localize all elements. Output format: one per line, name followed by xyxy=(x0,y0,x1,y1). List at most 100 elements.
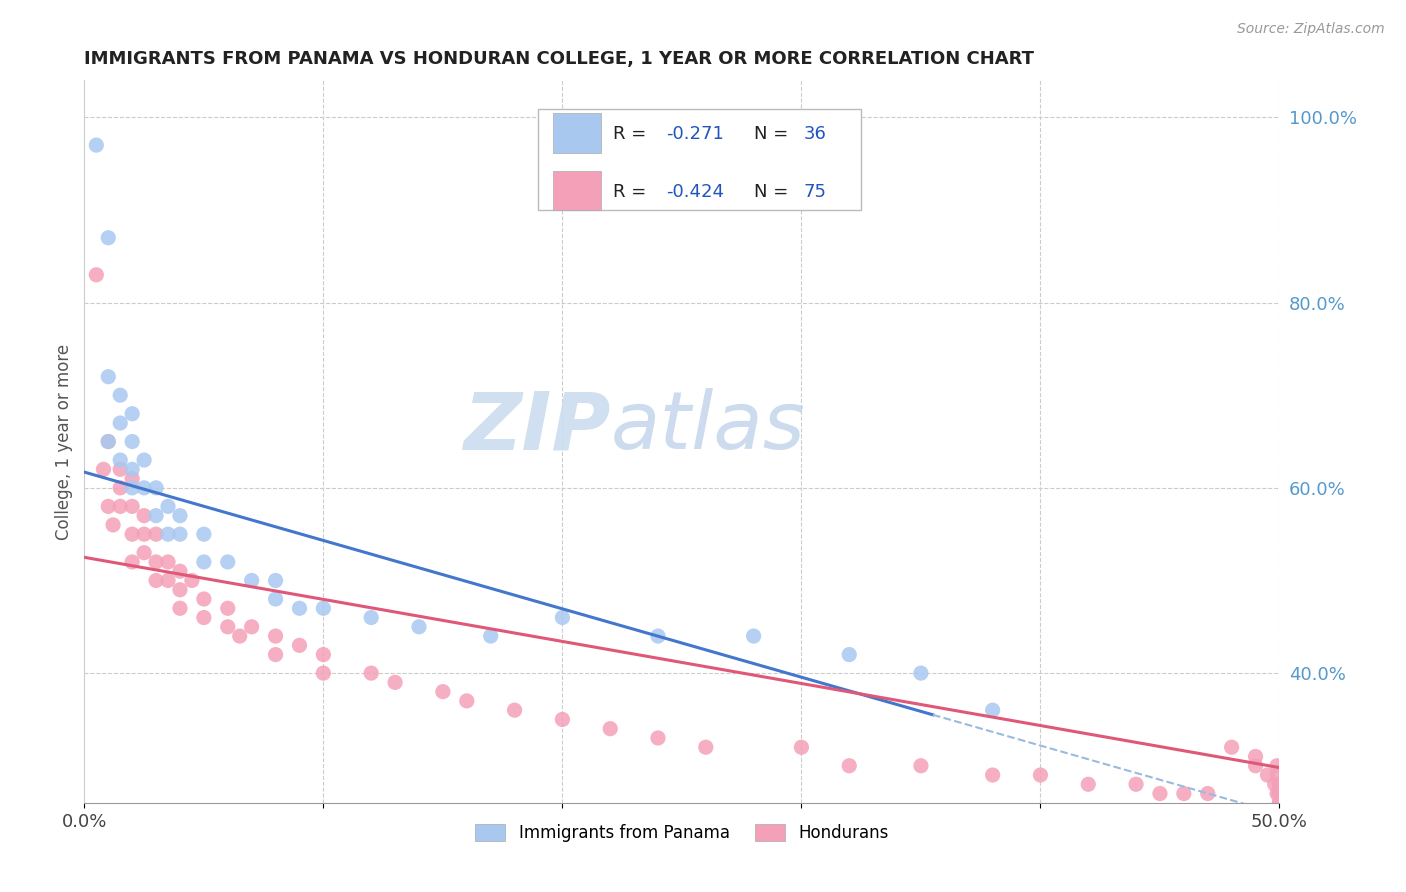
Point xyxy=(121,527,143,541)
Point xyxy=(264,648,287,662)
Point xyxy=(1264,777,1286,791)
Point xyxy=(1244,758,1267,772)
Point xyxy=(121,462,143,476)
Point xyxy=(264,574,287,588)
Point xyxy=(145,508,167,523)
Text: ZIP: ZIP xyxy=(463,388,610,467)
Text: N =: N = xyxy=(754,126,793,144)
Point xyxy=(312,648,335,662)
Point xyxy=(360,610,382,624)
Point xyxy=(599,722,621,736)
Point xyxy=(157,527,180,541)
Point xyxy=(456,694,478,708)
Point xyxy=(1268,787,1291,801)
Point xyxy=(86,138,108,153)
Point xyxy=(193,527,215,541)
Text: R =: R = xyxy=(613,183,651,202)
Legend: Immigrants from Panama, Hondurans: Immigrants from Panama, Hondurans xyxy=(465,814,898,852)
Point xyxy=(1268,787,1291,801)
Point xyxy=(169,527,191,541)
Point xyxy=(1220,740,1243,755)
Point xyxy=(121,407,143,421)
Point xyxy=(132,546,156,560)
Point xyxy=(1173,787,1195,801)
Point xyxy=(240,620,263,634)
Text: R =: R = xyxy=(613,126,651,144)
Point xyxy=(1268,796,1291,810)
Point xyxy=(110,481,132,495)
Point xyxy=(1265,787,1288,801)
Text: 36: 36 xyxy=(804,126,827,144)
Text: IMMIGRANTS FROM PANAMA VS HONDURAN COLLEGE, 1 YEAR OR MORE CORRELATION CHART: IMMIGRANTS FROM PANAMA VS HONDURAN COLLE… xyxy=(84,50,1035,68)
Point xyxy=(1268,777,1291,791)
Point xyxy=(97,500,120,514)
Point xyxy=(145,574,167,588)
Point xyxy=(384,675,406,690)
Point xyxy=(121,434,143,449)
Point xyxy=(1268,787,1291,801)
Point xyxy=(1244,749,1267,764)
Point xyxy=(981,703,1004,717)
Point xyxy=(101,517,124,532)
Point xyxy=(97,434,120,449)
Point xyxy=(647,731,669,745)
Point xyxy=(110,500,132,514)
Point xyxy=(503,703,526,717)
Point xyxy=(1268,777,1291,791)
Point xyxy=(312,601,335,615)
Point xyxy=(132,481,156,495)
Point xyxy=(432,684,454,698)
Point xyxy=(910,758,932,772)
Point xyxy=(647,629,669,643)
Point xyxy=(110,416,132,430)
FancyBboxPatch shape xyxy=(553,170,600,211)
Point xyxy=(169,508,191,523)
Point xyxy=(695,740,717,755)
Text: atlas: atlas xyxy=(610,388,806,467)
Point xyxy=(408,620,430,634)
Point xyxy=(110,388,132,402)
Point xyxy=(551,610,574,624)
Point xyxy=(145,527,167,541)
Point xyxy=(193,555,215,569)
Point xyxy=(169,582,191,597)
Point xyxy=(145,481,167,495)
Text: 75: 75 xyxy=(804,183,827,202)
Point xyxy=(157,500,180,514)
Point xyxy=(838,648,860,662)
Point xyxy=(169,601,191,615)
Point xyxy=(157,574,180,588)
Text: Source: ZipAtlas.com: Source: ZipAtlas.com xyxy=(1237,22,1385,37)
Point xyxy=(312,666,335,681)
Point xyxy=(217,620,239,634)
Text: -0.424: -0.424 xyxy=(666,183,724,202)
Point xyxy=(132,508,156,523)
Point xyxy=(1265,758,1288,772)
Point xyxy=(110,453,132,467)
Point xyxy=(742,629,765,643)
Point xyxy=(1125,777,1147,791)
Point xyxy=(1268,787,1291,801)
Point xyxy=(790,740,813,755)
Text: -0.271: -0.271 xyxy=(666,126,724,144)
Point xyxy=(229,629,252,643)
Point xyxy=(981,768,1004,782)
Point xyxy=(157,555,180,569)
Point xyxy=(1197,787,1219,801)
Point xyxy=(181,574,204,588)
Point xyxy=(1268,777,1291,791)
Point xyxy=(264,629,287,643)
Point xyxy=(288,638,311,652)
Point xyxy=(97,434,120,449)
Point xyxy=(121,472,143,486)
Point xyxy=(1268,777,1291,791)
Point xyxy=(1149,787,1171,801)
Point xyxy=(1029,768,1052,782)
Point xyxy=(288,601,311,615)
Point xyxy=(93,462,115,476)
FancyBboxPatch shape xyxy=(538,109,862,211)
Text: N =: N = xyxy=(754,183,793,202)
Point xyxy=(360,666,382,681)
Point xyxy=(145,555,167,569)
Point xyxy=(1268,796,1291,810)
